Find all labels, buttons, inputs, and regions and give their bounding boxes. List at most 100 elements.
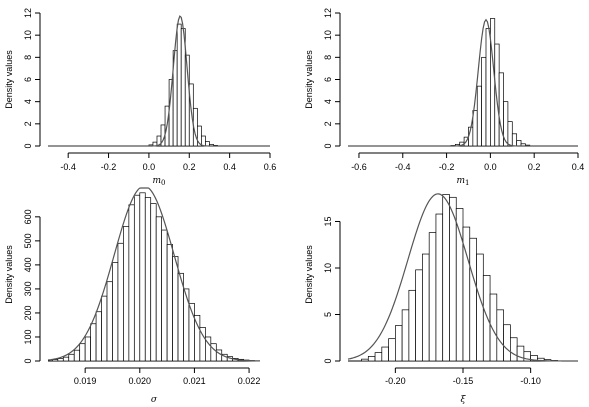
histogram-bar: [166, 244, 173, 362]
x-axis-label: ξ: [461, 395, 467, 405]
x-tick-label: 0.2: [183, 162, 196, 172]
y-tick-label: 6: [23, 77, 33, 82]
histogram-bar: [73, 349, 81, 362]
histogram-bar: [388, 338, 396, 362]
y-tick-label: 15: [323, 216, 333, 226]
histogram-bar: [176, 23, 182, 147]
histogram-bar: [469, 237, 477, 362]
histogram-bar: [79, 343, 86, 362]
y-axis-label: Density values: [304, 50, 314, 109]
chart-panel-bottom-right: 0 5 10 15 Density values -0.20 -0.15 -0.10 ξ: [304, 193, 578, 405]
x-tick-label: 0.6: [264, 162, 277, 172]
histogram-bar: [510, 337, 518, 362]
y-tick-label: 200: [23, 305, 33, 320]
histogram-bar: [490, 18, 496, 147]
histogram-bar: [57, 358, 64, 362]
y-tick-label: 4: [323, 99, 333, 104]
x-tick-label: 0.0: [484, 162, 497, 172]
x-tick-label: -0.10: [520, 376, 541, 386]
y-axis-label: Density values: [4, 245, 14, 304]
y-tick-label: 4: [23, 99, 33, 104]
y-tick-label: 10: [23, 30, 33, 40]
x-axis-label: σ: [151, 395, 158, 405]
y-tick-label: 12: [323, 8, 333, 18]
x-axis-label: m0: [152, 176, 165, 187]
y-tick-label: 2: [23, 121, 33, 126]
histogram-bar: [442, 194, 450, 362]
x-tick-label: 0.021: [183, 376, 206, 386]
histogram-bar: [90, 323, 97, 362]
x-tick-label: -0.2: [439, 162, 455, 172]
histogram-bar: [84, 336, 91, 362]
y-tick-label: 8: [23, 55, 33, 60]
y-tick-label: 0: [323, 358, 333, 363]
y-axis-label: Density values: [4, 50, 14, 109]
histogram-bar: [516, 140, 522, 147]
histogram-bar: [194, 314, 201, 362]
x-tick-label: 0.0: [143, 162, 156, 172]
chart-panel-top-right: 0 2 4 6 8 10 12 Density values -0.6 -0.4 -0.2 0.0 0.…: [304, 8, 584, 187]
histogram-bar: [381, 346, 389, 362]
x-tick-label: 0.4: [572, 162, 585, 172]
y-tick-label: 5: [323, 312, 333, 317]
y-tick-label: 400: [23, 257, 33, 272]
density-curve: [48, 15, 270, 147]
histogram-bar: [494, 43, 500, 147]
y-tick-label: 0: [23, 358, 33, 363]
histogram-bar: [374, 352, 383, 362]
histogram-bar: [476, 253, 484, 362]
histogram-bar: [144, 197, 152, 362]
histogram-bar: [139, 192, 146, 362]
x-tick-label: 0.019: [74, 376, 97, 386]
histogram-bar: [128, 204, 135, 362]
x-tick-label: -0.4: [395, 162, 411, 172]
histogram-bar: [101, 295, 108, 362]
histogram-bar: [496, 309, 504, 362]
density-curve: [47, 187, 261, 362]
x-tick-label: 0.2: [528, 162, 541, 172]
y-tick-label: 2: [323, 121, 333, 126]
histogram-bar: [161, 229, 168, 362]
histogram-bar: [117, 242, 124, 362]
y-tick-label: 600: [23, 209, 33, 224]
histogram-bar: [422, 253, 430, 362]
chart-panel-bottom-left: 0 100 200 300 400 500 600 Density values 0.019 0.…: [4, 187, 261, 405]
density-curve: [348, 18, 578, 147]
histogram-bar: [503, 324, 511, 362]
density-curve: [347, 193, 578, 362]
histogram-bar: [172, 256, 179, 362]
x-axis-label: m1: [456, 176, 469, 187]
y-axis-label: Density values: [304, 245, 314, 304]
histogram-bar: [482, 275, 491, 362]
x-tick-label: -0.2: [101, 162, 117, 172]
histogram-bar: [401, 309, 410, 362]
histogram-bar: [481, 56, 487, 147]
histogram-bar: [476, 85, 482, 147]
x-tick-label: -0.6: [351, 162, 367, 172]
histogram-bar: [367, 355, 376, 362]
histogram-bar: [489, 293, 498, 362]
histogram-bar: [155, 216, 162, 362]
histogram-bar: [210, 343, 217, 362]
histogram-bar: [112, 262, 119, 362]
histogram-bar: [395, 325, 403, 362]
histogram-bar: [106, 281, 113, 362]
histogram-bar: [415, 269, 423, 362]
y-tick-label: 8: [323, 55, 333, 60]
x-tick-label: -0.4: [60, 162, 76, 172]
histogram-bar: [516, 345, 525, 362]
histogram-bar: [123, 226, 130, 362]
histogram-bar: [95, 311, 102, 362]
x-tick-label: 0.020: [129, 376, 152, 386]
histogram-bar: [133, 194, 141, 362]
histogram-bar: [435, 213, 444, 362]
histogram-bar: [150, 203, 157, 362]
y-tick-label: 6: [323, 77, 333, 82]
histogram-bar: [62, 356, 70, 362]
chart-panel-top-left: 0 2 4 6 8 10 12 Density values -0.4 -0.2 0.0 0.2 0.4…: [4, 8, 276, 187]
histogram-bar: [428, 232, 437, 362]
y-tick-label: 100: [23, 329, 33, 344]
x-tick-label: 0.022: [238, 376, 261, 386]
y-tick-label: 12: [23, 8, 33, 18]
